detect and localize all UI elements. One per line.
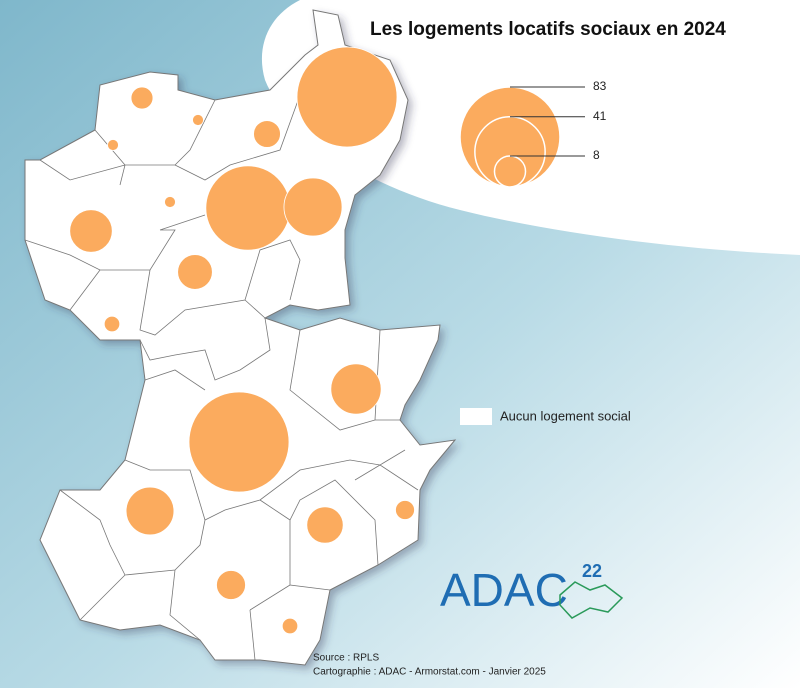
- logo-shape: [559, 581, 624, 619]
- proportional-circle: [395, 500, 415, 520]
- proportional-circle: [306, 506, 344, 544]
- proportional-circle: [281, 617, 299, 635]
- legend-none-swatch: [460, 408, 492, 425]
- proportional-circle: [130, 86, 154, 110]
- proportional-circle: [205, 165, 291, 251]
- proportional-circle: [188, 391, 290, 493]
- proportional-circle: [283, 177, 343, 237]
- legend-circle: [493, 155, 527, 188]
- proportional-circle: [192, 114, 204, 126]
- logo-number: 22: [582, 561, 602, 581]
- legend-none-label: Aucun logement social: [500, 408, 631, 423]
- proportional-circle: [103, 315, 121, 333]
- proportional-circle: [296, 46, 398, 148]
- proportional-circle: [107, 139, 119, 151]
- credit-line: Cartographie : ADAC - Armorstat.com - Ja…: [313, 667, 546, 678]
- proportional-circle: [177, 254, 213, 290]
- legend-value: 8: [593, 148, 600, 162]
- proportional-circle: [253, 120, 281, 148]
- legend-value: 83: [593, 79, 607, 93]
- source-line: Source : RPLS: [313, 653, 379, 664]
- legend-value: 41: [593, 109, 607, 123]
- proportional-circle: [125, 486, 175, 536]
- proportional-circle: [69, 209, 113, 253]
- proportional-circle: [164, 196, 176, 208]
- commune-borders: [24, 94, 419, 661]
- circles: [69, 46, 415, 635]
- logo-name: ADAC: [440, 564, 568, 616]
- proportional-circle: [330, 363, 382, 415]
- legend: 83 41 8: [459, 79, 607, 188]
- proportional-circle: [216, 570, 246, 600]
- title: Les logements locatifs sociaux en 2024: [370, 19, 726, 40]
